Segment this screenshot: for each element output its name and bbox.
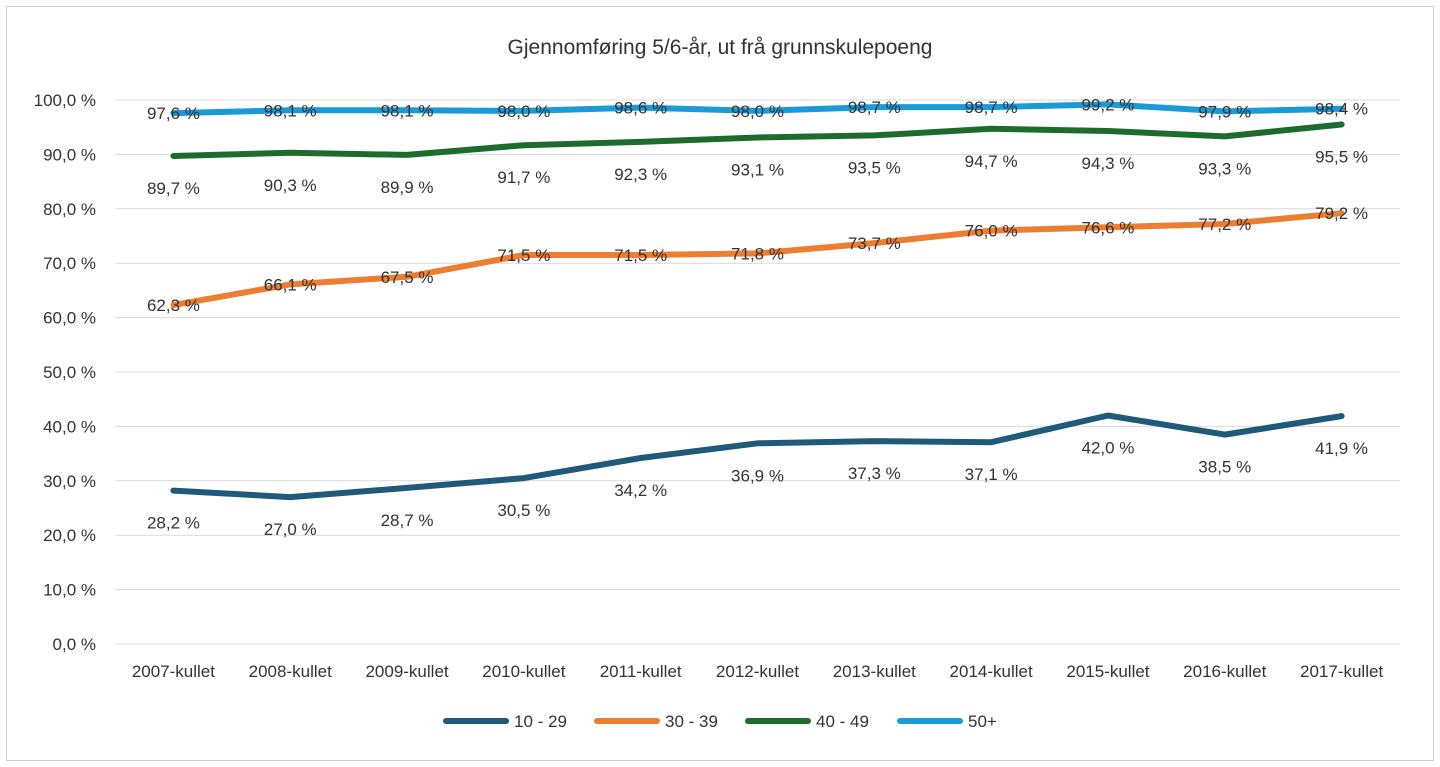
data-label: 89,9 % — [381, 178, 434, 197]
data-label: 97,9 % — [1198, 102, 1251, 121]
data-label: 99,2 % — [1081, 95, 1134, 114]
x-tick-label: 2015-kullet — [1066, 662, 1149, 681]
series-line-1 — [170, 412, 1345, 501]
data-label: 93,5 % — [848, 158, 901, 177]
data-label: 93,3 % — [1198, 159, 1251, 178]
data-label: 79,2 % — [1315, 204, 1368, 223]
data-label: 98,7 % — [965, 98, 1018, 117]
series-line-4 — [170, 101, 1345, 117]
legend-label: 50+ — [968, 712, 997, 731]
y-tick-label: 70,0 % — [43, 254, 96, 273]
legend-label: 30 - 39 — [665, 712, 718, 731]
data-label: 92,3 % — [614, 165, 667, 184]
x-tick-label: 2014-kullet — [950, 662, 1033, 681]
data-label: 98,7 % — [848, 98, 901, 117]
data-label: 91,7 % — [497, 168, 550, 187]
data-label: 42,0 % — [1081, 439, 1134, 458]
data-label: 71,5 % — [497, 246, 550, 265]
data-label: 28,7 % — [381, 511, 434, 530]
x-tick-label: 2011-kullet — [600, 662, 682, 681]
x-tick-label: 2007-kullet — [132, 662, 215, 681]
y-tick-label: 100,0 % — [34, 91, 96, 110]
x-axis: 2007-kullet 2008-kullet 2009-kullet 2010-ku… — [132, 662, 1384, 681]
y-tick-label: 10,0 % — [43, 581, 96, 600]
data-label: 77,2 % — [1198, 215, 1251, 234]
x-tick-label: 2012-kullet — [716, 662, 799, 681]
chart-title: Gjennomføring 5/6-år, ut frå grunnskulep… — [508, 36, 933, 59]
data-label: 95,5 % — [1315, 147, 1368, 166]
data-label: 98,4 % — [1315, 100, 1368, 119]
data-labels: 28,2 % 27,0 % 28,7 % 30,5 % 34,2 % 36,9 % 37,3… — [147, 95, 1368, 539]
series-line-3 — [170, 121, 1345, 159]
y-tick-label: 60,0 % — [43, 309, 96, 328]
data-label: 37,3 % — [848, 464, 901, 483]
data-label: 38,5 % — [1198, 458, 1251, 477]
y-tick-label: 30,0 % — [43, 472, 96, 491]
y-axis: 0,0 % 10,0 % 20,0 % 30,0 % 40,0 % 50,0 % 60,0 … — [34, 91, 96, 654]
x-tick-label: 2013-kullet — [833, 662, 916, 681]
y-tick-label: 90,0 % — [43, 145, 96, 164]
data-label: 98,1 % — [264, 101, 317, 120]
data-label: 71,8 % — [731, 244, 784, 263]
data-label: 94,3 % — [1081, 154, 1134, 173]
data-label: 89,7 % — [147, 179, 200, 198]
x-tick-label: 2010-kullet — [482, 662, 565, 681]
legend-label: 40 - 49 — [816, 712, 869, 731]
legend: 10 - 29 30 - 39 40 - 49 50+ — [443, 712, 997, 731]
y-tick-label: 80,0 % — [43, 200, 96, 219]
chart-frame — [6, 6, 1434, 761]
data-label: 98,6 % — [614, 99, 667, 118]
data-label: 41,9 % — [1315, 439, 1368, 458]
y-tick-label: 50,0 % — [43, 363, 96, 382]
data-label: 97,6 % — [147, 104, 200, 123]
x-tick-label: 2009-kullet — [365, 662, 448, 681]
series-line-2 — [170, 210, 1345, 309]
y-tick-label: 20,0 % — [43, 526, 96, 545]
y-tick-label: 40,0 % — [43, 417, 96, 436]
data-label: 30,5 % — [497, 501, 550, 520]
data-label: 90,3 % — [264, 176, 317, 195]
data-label: 76,6 % — [1081, 218, 1134, 237]
data-label: 36,9 % — [731, 466, 784, 485]
data-label: 28,2 % — [147, 514, 200, 533]
data-label: 93,1 % — [731, 161, 784, 180]
series-lines — [170, 101, 1345, 501]
data-label: 62,3 % — [147, 296, 200, 315]
data-label: 94,7 % — [965, 152, 1018, 171]
x-tick-label: 2016-kullet — [1183, 662, 1266, 681]
data-label: 73,7 % — [848, 234, 901, 253]
data-label: 98,0 % — [497, 102, 550, 121]
data-label: 98,0 % — [731, 102, 784, 121]
legend-label: 10 - 29 — [514, 712, 567, 731]
x-tick-label: 2017-kullet — [1300, 662, 1383, 681]
data-label: 27,0 % — [264, 520, 317, 539]
data-label: 66,1 % — [264, 275, 317, 294]
data-label: 71,5 % — [614, 246, 667, 265]
data-label: 37,1 % — [965, 465, 1018, 484]
x-tick-label: 2008-kullet — [249, 662, 332, 681]
y-tick-label: 0,0 % — [53, 635, 96, 654]
data-label: 76,0 % — [965, 222, 1018, 241]
data-label: 34,2 % — [614, 481, 667, 500]
data-label: 98,1 % — [381, 101, 434, 120]
data-label: 67,5 % — [381, 268, 434, 287]
